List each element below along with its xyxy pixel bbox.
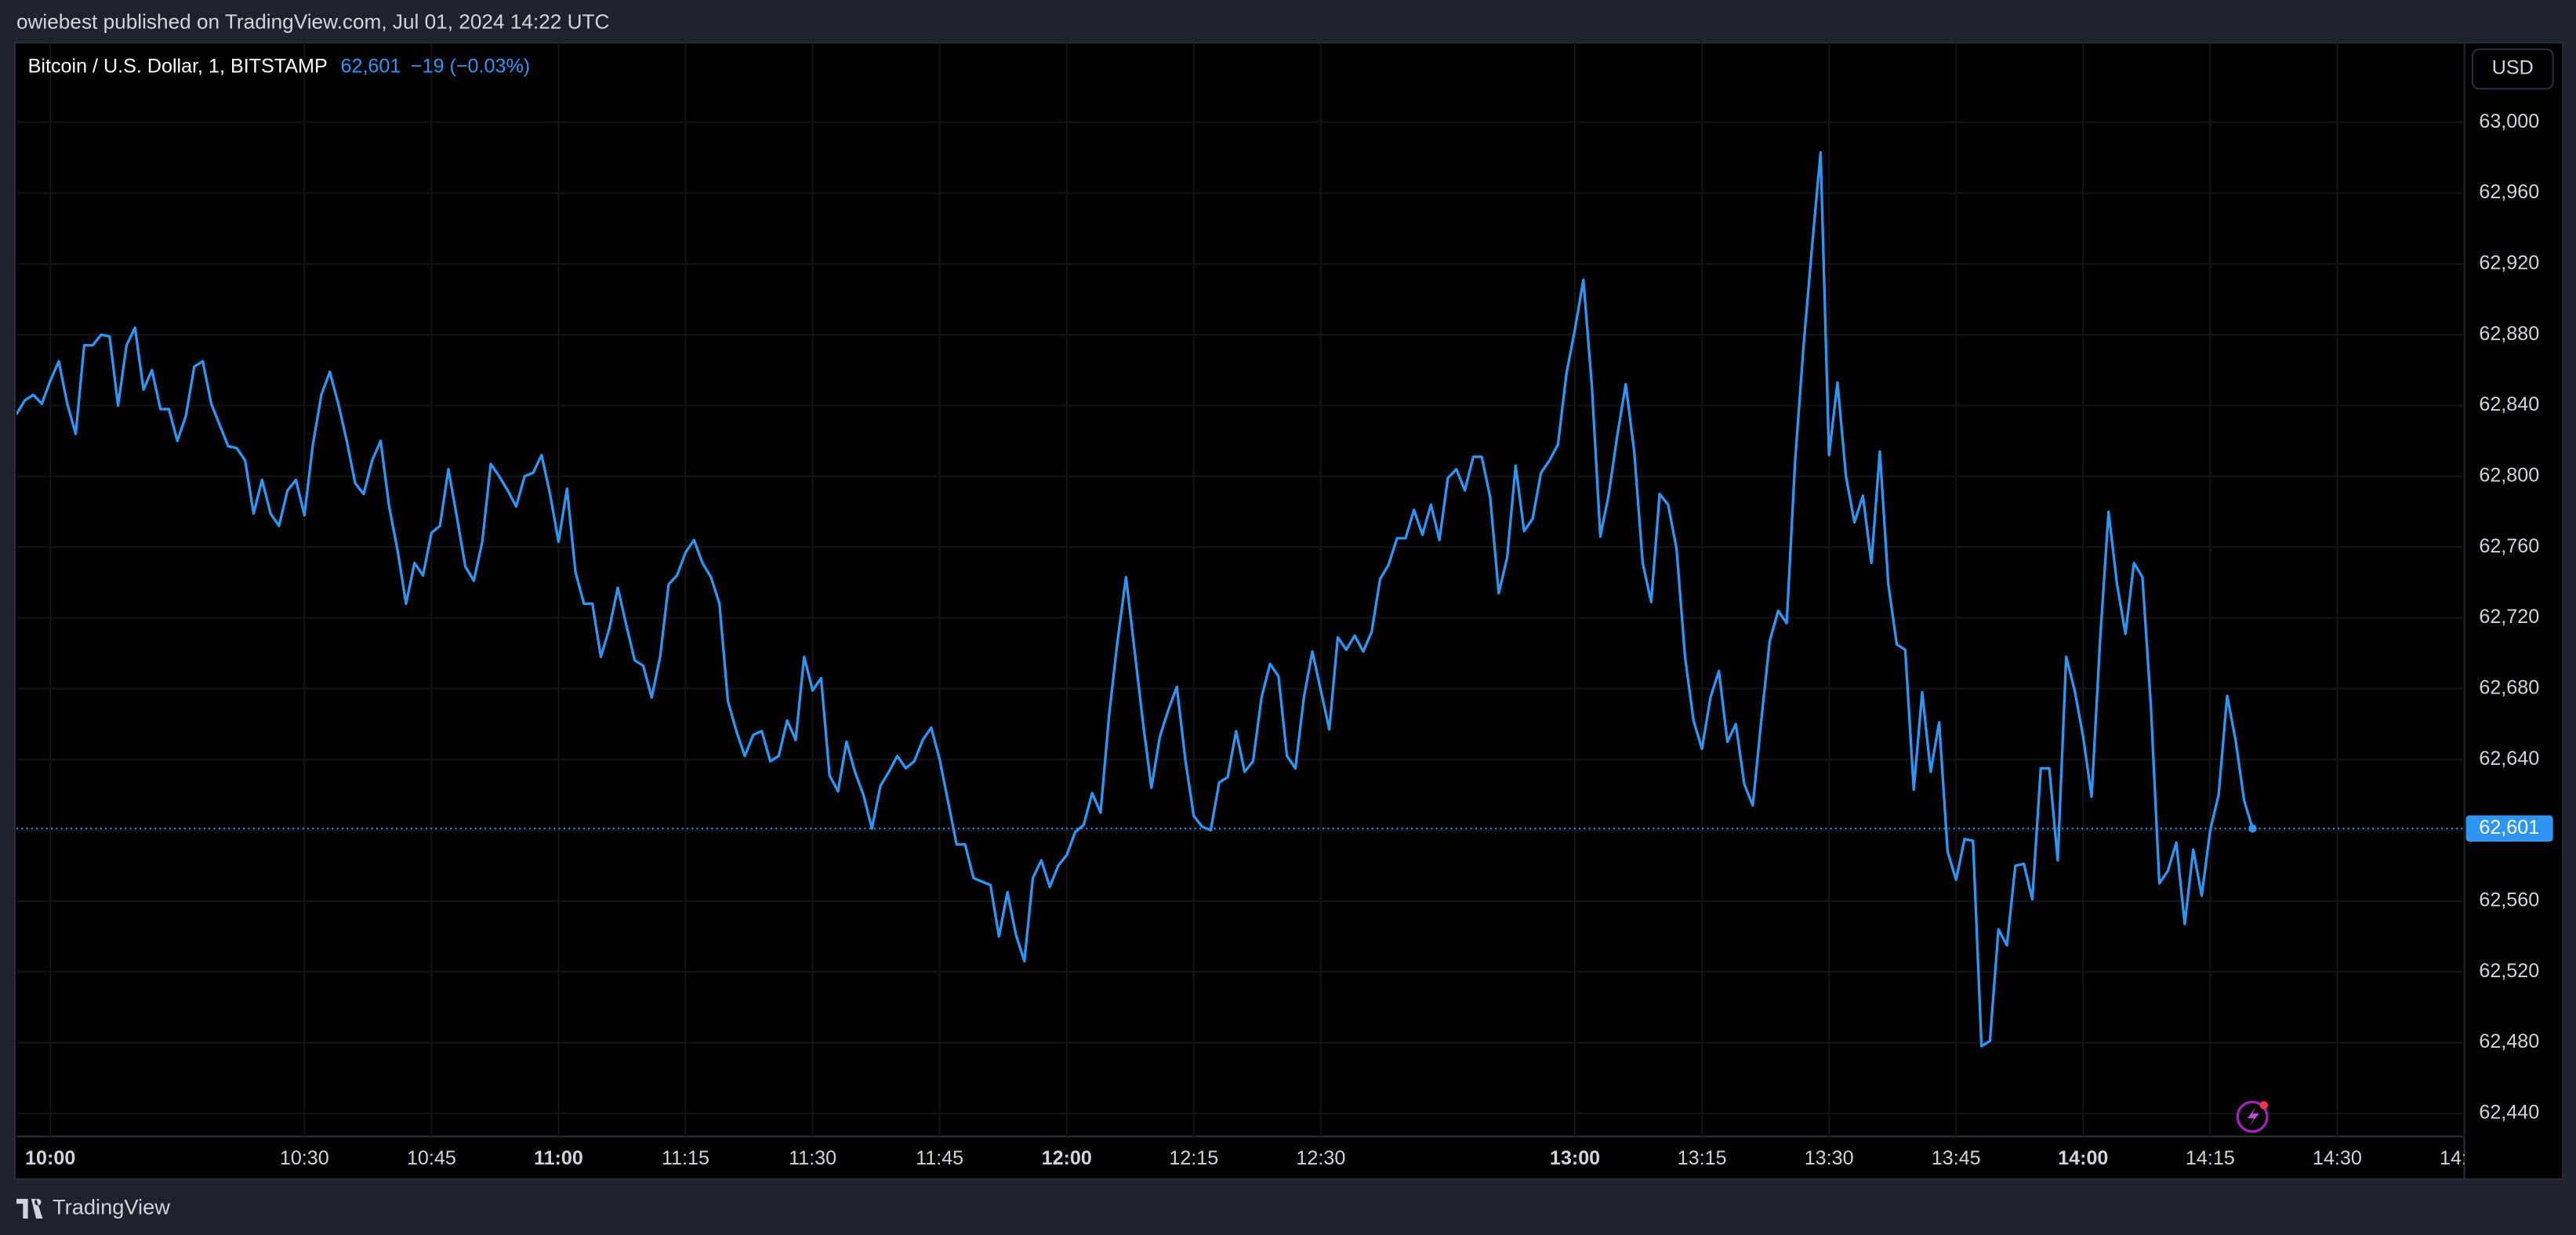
y-tick-label: 62,920 bbox=[2479, 252, 2539, 273]
y-tick-label: 62,640 bbox=[2479, 748, 2539, 770]
y-tick-label: 63,000 bbox=[2479, 110, 2539, 132]
last-price-badge-label: 62,601 bbox=[2479, 817, 2539, 838]
time-axis: 10:00 10:30 10:45 11:00 11:15 11:30 11:45 12:00… bbox=[25, 1147, 2489, 1169]
y-tick-label: 62,560 bbox=[2479, 889, 2539, 911]
y-tick-label: 62,880 bbox=[2479, 323, 2539, 345]
alert-dot bbox=[2259, 1101, 2269, 1110]
x-tick-label: 14:45 bbox=[2440, 1147, 2489, 1169]
y-tick-label: 62,960 bbox=[2479, 181, 2539, 203]
x-tick-label: 14:30 bbox=[2313, 1147, 2362, 1169]
alert-icon[interactable] bbox=[2236, 1100, 2269, 1133]
chart-panel bbox=[13, 42, 2564, 1180]
x-tick-label: 14:15 bbox=[2186, 1147, 2235, 1169]
y-tick-label: 62,680 bbox=[2479, 676, 2539, 698]
x-tick-label: 11:45 bbox=[916, 1147, 963, 1169]
x-tick-label: 13:00 bbox=[1550, 1147, 1600, 1169]
symbol-title: Bitcoin / U.S. Dollar, 1, BITSTAMP bbox=[28, 56, 328, 78]
last-point bbox=[2248, 824, 2257, 833]
alert-bolt bbox=[2247, 1106, 2259, 1127]
x-tick-label: 10:00 bbox=[25, 1147, 75, 1169]
x-tick-label: 12:00 bbox=[1042, 1147, 1092, 1169]
y-tick-label: 62,720 bbox=[2479, 606, 2539, 628]
x-tick-label: 12:30 bbox=[1296, 1147, 1345, 1169]
y-tick-label: 62,440 bbox=[2479, 1102, 2539, 1124]
currency-label[interactable]: USD bbox=[2492, 57, 2534, 79]
x-tick-label: 13:15 bbox=[1678, 1147, 1727, 1169]
x-tick-label: 11:15 bbox=[662, 1147, 709, 1169]
x-tick-label: 10:30 bbox=[280, 1147, 329, 1169]
y-tick-label: 62,800 bbox=[2479, 464, 2539, 486]
price-line bbox=[16, 150, 2254, 1048]
x-tick-label: 13:30 bbox=[1805, 1147, 1854, 1169]
legend-price: 62,601 bbox=[341, 56, 401, 78]
price-axis: 62,44062,48062,52062,56062,60062,64062,6… bbox=[2465, 110, 2553, 1124]
x-tick-label: 10:45 bbox=[407, 1147, 456, 1169]
publisher: owiebest published on TradingView.com, J… bbox=[16, 9, 610, 33]
y-tick-label: 62,840 bbox=[2479, 393, 2539, 415]
x-tick-label: 11:30 bbox=[789, 1147, 836, 1169]
y-tick-label: 62,760 bbox=[2479, 535, 2539, 557]
x-tick-label: 12:15 bbox=[1169, 1147, 1218, 1169]
brand: TradingView bbox=[53, 1195, 170, 1219]
plot-area bbox=[16, 42, 2465, 1137]
x-tick-label: 14:00 bbox=[2058, 1147, 2108, 1169]
y-tick-label: 62,520 bbox=[2479, 960, 2539, 982]
legend-change: −19 (−0.03%) bbox=[411, 56, 530, 78]
y-tick-label: 62,480 bbox=[2479, 1030, 2539, 1052]
brand-logo bbox=[16, 1198, 43, 1219]
currency-button[interactable] bbox=[2471, 48, 2554, 90]
x-tick-label: 11:00 bbox=[534, 1147, 583, 1169]
x-tick-label: 13:45 bbox=[1932, 1147, 1981, 1169]
last-price-badge bbox=[2465, 815, 2553, 842]
